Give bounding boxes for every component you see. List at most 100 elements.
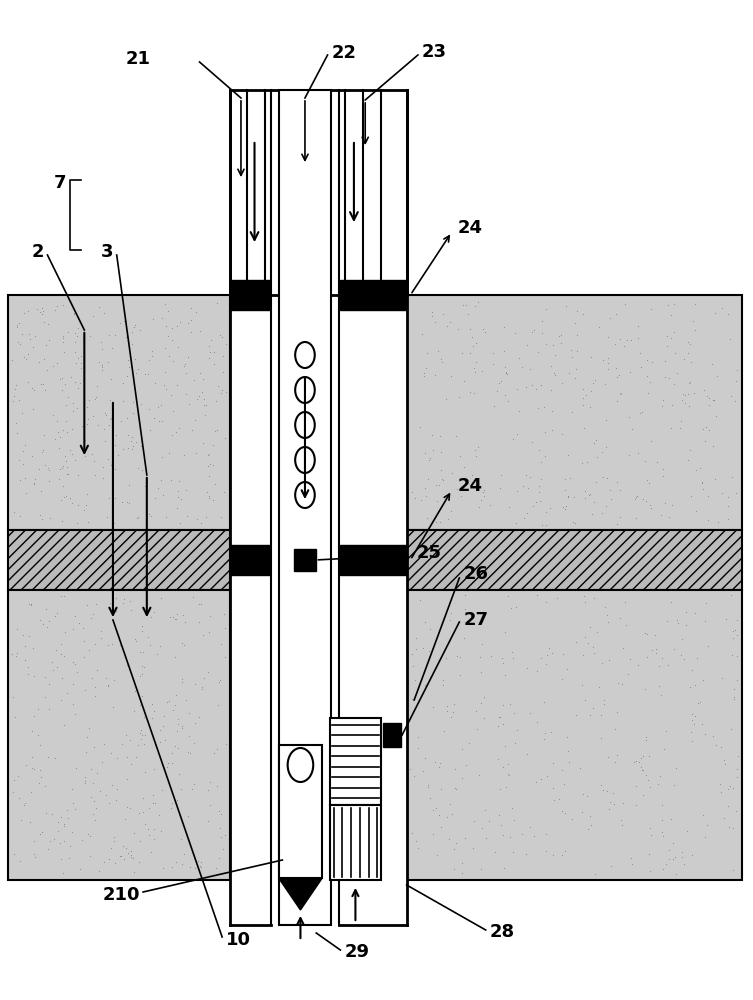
Point — [651, 776, 663, 792]
Point — [153, 807, 165, 823]
Point — [79, 775, 91, 791]
Point — [419, 445, 431, 461]
Point — [133, 854, 145, 870]
Point — [707, 728, 719, 744]
Point — [58, 588, 70, 604]
Point — [166, 427, 178, 443]
Point — [25, 784, 37, 800]
Point — [67, 654, 79, 670]
Point — [639, 681, 651, 697]
Point — [577, 786, 589, 802]
Point — [448, 696, 460, 712]
Point — [523, 705, 535, 721]
Point — [211, 741, 223, 757]
Point — [172, 339, 184, 355]
Point — [58, 344, 70, 360]
Point — [169, 649, 181, 665]
Point — [649, 627, 661, 643]
Point — [446, 806, 458, 822]
Point — [663, 657, 675, 673]
Point — [171, 318, 183, 334]
Bar — [230, 90, 407, 295]
Point — [702, 512, 714, 528]
Point — [426, 442, 438, 458]
Point — [42, 749, 54, 765]
Point — [138, 736, 150, 752]
Point — [50, 355, 62, 371]
Point — [195, 596, 207, 612]
Point — [97, 459, 109, 475]
Point — [69, 344, 81, 360]
Point — [547, 847, 559, 863]
Point — [105, 410, 117, 426]
Bar — [330, 718, 381, 805]
Point — [727, 820, 739, 836]
Point — [418, 368, 430, 384]
Point — [43, 462, 55, 478]
Point — [33, 354, 45, 370]
Point — [694, 460, 706, 476]
Point — [471, 721, 483, 737]
Point — [53, 814, 65, 830]
Point — [67, 403, 79, 419]
Point — [474, 664, 486, 680]
Point — [181, 744, 194, 760]
Point — [413, 592, 425, 608]
Point — [182, 315, 194, 331]
Point — [434, 462, 447, 478]
Point — [166, 800, 178, 816]
Point — [698, 382, 710, 398]
Point — [538, 424, 550, 440]
Point — [533, 442, 545, 458]
Point — [487, 345, 499, 361]
Point — [23, 596, 35, 612]
Point — [66, 824, 78, 840]
Point — [536, 517, 548, 533]
Point — [20, 757, 32, 773]
Point — [588, 645, 600, 661]
Point — [209, 423, 221, 439]
Point — [95, 623, 107, 639]
Point — [460, 757, 472, 773]
Point — [46, 806, 58, 822]
Point — [118, 313, 130, 329]
Point — [155, 472, 167, 488]
Point — [50, 642, 62, 658]
Point — [731, 627, 743, 643]
Point — [54, 588, 66, 604]
Point — [541, 656, 553, 672]
Point — [473, 499, 485, 515]
Point — [440, 650, 452, 666]
Point — [437, 672, 450, 688]
Point — [728, 689, 740, 705]
Point — [425, 304, 437, 320]
Bar — [294, 549, 316, 571]
Point — [123, 732, 136, 748]
Point — [172, 500, 184, 516]
Point — [645, 433, 657, 449]
Point — [56, 422, 69, 438]
Point — [564, 470, 576, 486]
Point — [59, 648, 71, 664]
Point — [617, 795, 629, 811]
Point — [178, 846, 190, 862]
Point — [521, 660, 533, 676]
Point — [68, 305, 80, 321]
Point — [502, 767, 514, 783]
Point — [428, 367, 441, 383]
Point — [132, 460, 144, 476]
Point — [157, 860, 169, 876]
Point — [682, 334, 694, 350]
Point — [103, 851, 115, 867]
Point — [215, 329, 227, 345]
Point — [54, 809, 66, 825]
Point — [134, 644, 146, 660]
Point — [12, 334, 24, 350]
Point — [556, 847, 568, 863]
Point — [539, 725, 551, 741]
Point — [197, 397, 209, 413]
Point — [684, 679, 697, 695]
Point — [436, 471, 448, 487]
Point — [51, 298, 63, 314]
Point — [159, 340, 171, 356]
